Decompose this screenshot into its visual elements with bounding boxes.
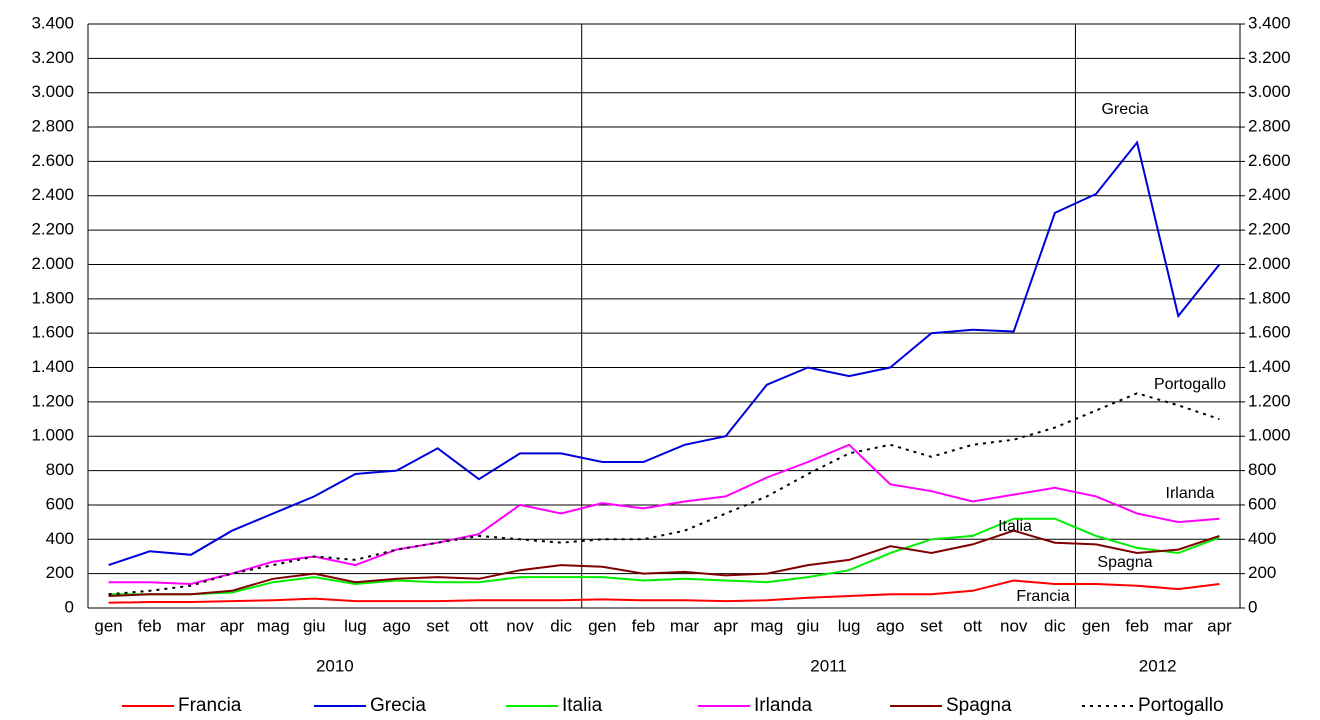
x-tick-label: feb [1125, 616, 1149, 635]
y-tick-label: 1.400 [31, 357, 74, 376]
x-tick-label: feb [632, 616, 656, 635]
x-tick-label: set [920, 616, 943, 635]
x-tick-label: gen [1082, 616, 1110, 635]
x-tick-label: nov [1000, 616, 1028, 635]
x-tick-label: set [426, 616, 449, 635]
x-tick-label: nov [506, 616, 534, 635]
annotation: Irlanda [1166, 485, 1215, 502]
legend-label: Spagna [946, 695, 1012, 716]
y2-tick-label: 1.200 [1248, 391, 1291, 410]
y2-tick-label: 400 [1248, 529, 1276, 548]
y-tick-label: 600 [46, 494, 74, 513]
y-tick-label: 200 [46, 563, 74, 582]
y-tick-label: 1.800 [31, 288, 74, 307]
x-tick-label: lug [344, 616, 367, 635]
annotation: Italia [998, 518, 1032, 535]
y2-tick-label: 1.600 [1248, 323, 1291, 342]
legend-label: Francia [178, 695, 242, 716]
series-line [108, 140, 1221, 567]
y-tick-label: 2.200 [31, 220, 74, 239]
x-tick-label: mag [257, 616, 290, 635]
y2-tick-label: 1.800 [1248, 288, 1291, 307]
y-tick-label: 2.600 [31, 151, 74, 170]
x-tick-label: feb [138, 616, 162, 635]
y-tick-label: 3.000 [31, 82, 74, 101]
series-line [108, 579, 1220, 604]
year-label: 2010 [316, 656, 354, 675]
y-tick-label: 2.800 [31, 117, 74, 136]
legend-label: Portogallo [1138, 695, 1224, 716]
y2-tick-label: 3.400 [1248, 13, 1291, 32]
y-tick-label: 800 [46, 460, 74, 479]
series-line [108, 517, 1220, 596]
year-label: 2012 [1139, 656, 1177, 675]
y-tick-label: 1.200 [31, 391, 74, 410]
y-tick-label: 2.000 [31, 254, 74, 273]
annotation: Francia [1016, 588, 1069, 605]
x-tick-label: gen [94, 616, 122, 635]
annotation: Spagna [1097, 554, 1152, 571]
y2-tick-label: 2.400 [1248, 185, 1291, 204]
annotation: Portogallo [1154, 376, 1226, 393]
x-tick-label: ago [876, 616, 904, 635]
x-tick-label: dic [1044, 616, 1066, 635]
x-tick-label: dic [550, 616, 572, 635]
y-tick-label: 1.600 [31, 323, 74, 342]
y2-tick-label: 0 [1248, 597, 1257, 616]
x-tick-label: mar [670, 616, 700, 635]
y2-tick-label: 3.200 [1248, 48, 1291, 67]
x-tick-label: apr [1207, 616, 1232, 635]
series-line [108, 392, 1220, 596]
y2-tick-label: 2.800 [1248, 117, 1291, 136]
y2-tick-label: 1.000 [1248, 426, 1291, 445]
y2-tick-label: 2.200 [1248, 220, 1291, 239]
y-tick-label: 2.400 [31, 185, 74, 204]
y-tick-label: 400 [46, 529, 74, 548]
x-tick-label: lug [838, 616, 861, 635]
legend-label: Italia [562, 695, 603, 716]
series-line [108, 443, 1220, 586]
year-label: 2011 [810, 656, 847, 675]
series-line [108, 529, 1220, 597]
x-tick-label: giu [797, 616, 820, 635]
y-tick-label: 0 [65, 597, 74, 616]
y2-tick-label: 3.000 [1248, 82, 1291, 101]
x-tick-label: mag [750, 616, 783, 635]
x-tick-label: ago [382, 616, 410, 635]
x-tick-label: ott [469, 616, 488, 635]
x-tick-label: mar [1164, 616, 1194, 635]
x-tick-label: apr [713, 616, 738, 635]
y2-tick-label: 2.600 [1248, 151, 1291, 170]
y2-tick-label: 1.400 [1248, 357, 1291, 376]
x-tick-label: gen [588, 616, 616, 635]
y2-tick-label: 200 [1248, 563, 1276, 582]
y2-tick-label: 800 [1248, 460, 1276, 479]
y-tick-label: 3.200 [31, 48, 74, 67]
x-tick-label: apr [220, 616, 245, 635]
annotation: Grecia [1101, 101, 1148, 118]
y-tick-label: 3.400 [31, 13, 74, 32]
x-tick-label: mar [176, 616, 206, 635]
legend-label: Irlanda [754, 695, 813, 716]
y-tick-label: 1.000 [31, 426, 74, 445]
y2-tick-label: 2.000 [1248, 254, 1291, 273]
x-tick-label: ott [963, 616, 982, 635]
legend-label: Grecia [370, 695, 426, 716]
y2-tick-label: 600 [1248, 494, 1276, 513]
x-tick-label: giu [303, 616, 326, 635]
